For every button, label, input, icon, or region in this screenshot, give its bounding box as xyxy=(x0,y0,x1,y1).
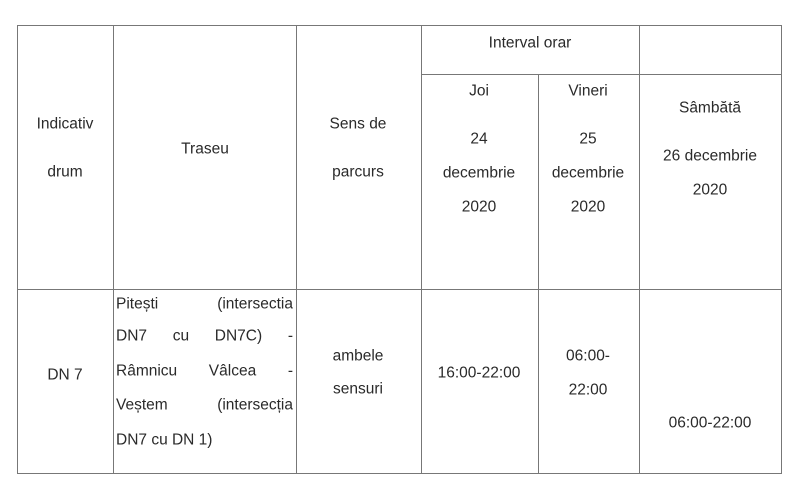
cell-sambata: 06:00-22:00 xyxy=(668,414,752,432)
header-interval: Interval orar xyxy=(488,34,572,52)
cell-sens: ambele xyxy=(332,347,384,365)
header-sens: Sens de xyxy=(329,115,387,133)
header-sens: parcurs xyxy=(332,163,384,181)
header-vineri: 2020 xyxy=(570,198,606,216)
traseu-line: DN7 cu DN7C) - xyxy=(116,328,293,344)
header-sambata: 2020 xyxy=(692,181,728,199)
header-sambata: 26 decembrie xyxy=(663,147,757,165)
word: Veștem xyxy=(116,396,168,414)
cell-sens: sensuri xyxy=(333,380,383,398)
col-divider xyxy=(639,25,640,474)
cell-indicativ: DN 7 xyxy=(47,366,83,384)
word: (intersecția xyxy=(217,396,293,414)
cell-vineri: 06:00- xyxy=(566,347,610,365)
word: - xyxy=(287,362,293,380)
table-border-left xyxy=(17,25,18,474)
word: DN7 cu DN 1) xyxy=(116,431,213,449)
traseu-line: Râmnicu Vâlcea - xyxy=(116,363,293,379)
traseu-line: DN7 cu DN 1) xyxy=(116,432,293,448)
header-indicativ: Indicativ xyxy=(36,115,94,133)
header-traseu: Traseu xyxy=(181,140,229,158)
col-divider xyxy=(296,25,297,474)
cell-joi: 16:00-22:00 xyxy=(437,364,521,382)
table-border-right xyxy=(781,25,782,474)
word: Râmnicu xyxy=(116,362,178,380)
table-border-bottom xyxy=(17,473,782,474)
traseu-line: Veștem (intersecția xyxy=(116,397,293,413)
header-sambata: Sâmbătă xyxy=(678,99,742,117)
header-divider xyxy=(17,289,782,290)
word: (intersectia xyxy=(217,295,293,313)
word: Vâlcea xyxy=(208,362,257,380)
cell-vineri: 22:00 xyxy=(568,381,608,399)
word: DN7C) xyxy=(214,327,263,345)
interval-divider xyxy=(421,74,782,75)
table-border-top xyxy=(17,25,782,26)
header-joi: Joi xyxy=(469,82,489,100)
header-joi: 24 xyxy=(470,130,488,148)
traseu-line: Pitești (intersectia xyxy=(116,296,293,312)
word: - xyxy=(287,327,293,345)
header-joi: 2020 xyxy=(461,198,497,216)
header-vineri: Vineri xyxy=(568,82,608,100)
header-vineri: 25 xyxy=(579,130,597,148)
header-vineri: decembrie xyxy=(551,164,625,182)
word: cu xyxy=(172,327,190,345)
header-joi: decembrie xyxy=(442,164,516,182)
word: Pitești xyxy=(116,295,159,313)
word: DN7 xyxy=(116,327,148,345)
header-indicativ: drum xyxy=(47,163,83,181)
col-divider xyxy=(538,74,539,474)
col-divider xyxy=(113,25,114,474)
col-divider xyxy=(421,25,422,474)
